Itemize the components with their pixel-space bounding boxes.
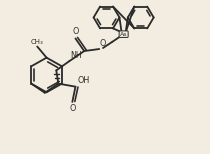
Text: O: O xyxy=(72,27,79,36)
Text: O: O xyxy=(69,104,76,113)
Text: NH: NH xyxy=(70,51,82,60)
Text: OH: OH xyxy=(77,76,89,85)
Text: CH₃: CH₃ xyxy=(31,39,44,45)
Text: O: O xyxy=(100,39,106,48)
Text: As: As xyxy=(120,32,127,37)
